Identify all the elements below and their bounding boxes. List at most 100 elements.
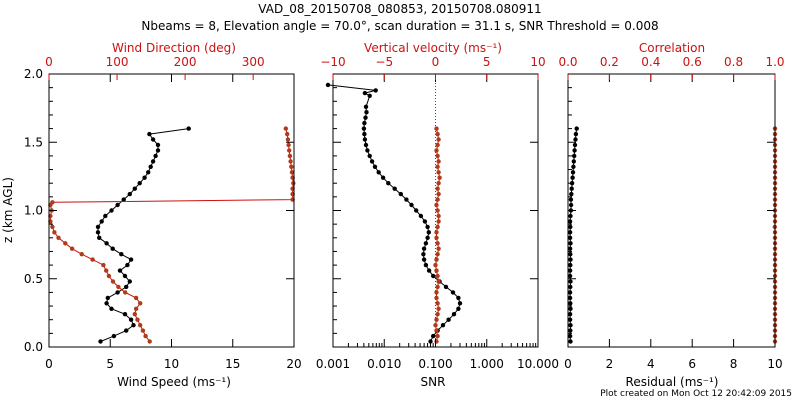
title-line-2: Nbeams = 8, Elevation angle = 70.0°, sca… — [141, 19, 658, 33]
data-point — [571, 164, 576, 169]
data-point — [428, 339, 433, 344]
data-point — [155, 148, 161, 153]
wind-speed-axis-label: Wind Speed (ms⁻¹) — [117, 375, 231, 389]
data-point — [138, 301, 143, 306]
height-axis-label: z (km AGL) — [1, 177, 15, 243]
data-point — [434, 328, 439, 333]
data-point — [367, 153, 372, 159]
data-point — [285, 131, 290, 137]
data-point — [568, 323, 573, 328]
bottom-tick-label: 8 — [730, 357, 738, 371]
data-point — [435, 284, 440, 290]
top-tick-label: 0.2 — [600, 55, 619, 69]
data-point — [132, 312, 137, 317]
top-tick-label: 0.8 — [724, 55, 743, 69]
data-point — [98, 339, 103, 344]
data-point — [289, 170, 295, 175]
data-point — [569, 181, 575, 186]
data-point — [289, 164, 294, 169]
series-line-snr — [327, 84, 461, 342]
data-point — [567, 246, 573, 251]
data-point — [423, 241, 429, 246]
top-tick-label: 0.0 — [558, 55, 577, 69]
data-point — [287, 153, 293, 159]
data-point — [567, 268, 573, 273]
data-point — [101, 262, 106, 268]
data-point — [573, 131, 579, 137]
data-point — [436, 159, 441, 164]
panel-quality-axes: 0 2 4 6 8 10 0.0 0.2 0.4 0.6 0.8 1.0 — [558, 55, 784, 371]
title-line-1: VAD_08_20150708_080853, 20150708.080911 — [258, 2, 541, 16]
data-point — [362, 137, 368, 142]
snr-axis-label: SNR — [421, 375, 446, 389]
data-point — [567, 230, 573, 235]
data-point — [104, 301, 109, 306]
data-point — [133, 295, 139, 301]
y-tick-label: 0.5 — [24, 272, 43, 286]
panel-vertical-axes: 0.001 0.010 0.100 1.000 10.000 −10 −5 0 5 10 — [316, 55, 559, 371]
data-point — [567, 273, 573, 279]
data-point — [369, 159, 375, 164]
data-point — [147, 339, 152, 344]
data-point — [123, 290, 128, 295]
data-point — [363, 115, 368, 120]
data-point — [436, 219, 441, 224]
data-point — [436, 279, 441, 284]
data-point — [122, 312, 128, 317]
bottom-tick-label: 1.000 — [470, 357, 504, 371]
data-point — [568, 328, 573, 333]
data-point — [426, 268, 432, 273]
data-point — [572, 142, 578, 148]
data-point — [434, 235, 439, 240]
data-point — [110, 246, 115, 251]
data-point — [147, 131, 152, 137]
data-point — [363, 142, 369, 148]
data-point — [435, 153, 440, 159]
data-point — [426, 230, 431, 235]
data-point — [409, 202, 414, 208]
data-point — [63, 241, 68, 246]
data-point — [568, 202, 574, 208]
top-tick-label: 200 — [174, 55, 197, 69]
data-point — [150, 159, 156, 164]
data-point — [567, 295, 573, 301]
data-point — [435, 241, 440, 246]
bottom-tick-label: 0 — [564, 357, 572, 371]
data-point — [138, 323, 143, 328]
data-point — [436, 137, 441, 142]
data-point — [423, 262, 429, 268]
bottom-tick-label: 20 — [286, 357, 301, 371]
data-point — [142, 175, 147, 180]
data-point — [105, 295, 111, 301]
data-point — [122, 273, 128, 279]
data-point — [362, 90, 368, 96]
data-point — [418, 213, 424, 219]
data-point — [434, 230, 439, 235]
data-point — [404, 197, 409, 202]
data-point — [372, 164, 378, 169]
data-point — [143, 333, 148, 339]
data-point — [109, 208, 114, 213]
data-point — [97, 235, 102, 240]
y-tick-label: 2.0 — [24, 67, 43, 81]
data-point — [392, 186, 397, 191]
data-point — [119, 252, 124, 257]
data-point — [450, 290, 456, 295]
top-tick-label: 10 — [530, 55, 545, 69]
data-point — [104, 268, 109, 273]
data-point — [121, 197, 126, 202]
data-point — [186, 126, 191, 131]
data-point — [363, 104, 369, 110]
data-point — [434, 295, 439, 301]
data-point — [435, 208, 440, 213]
vertical-velocity-axis-label: Vertical velocity (ms⁻¹) — [364, 41, 502, 55]
data-point — [436, 213, 441, 219]
data-point — [127, 191, 132, 197]
data-point — [435, 164, 440, 169]
data-point — [128, 317, 134, 322]
data-point — [435, 186, 440, 191]
data-point — [50, 200, 55, 205]
data-point — [111, 333, 117, 339]
